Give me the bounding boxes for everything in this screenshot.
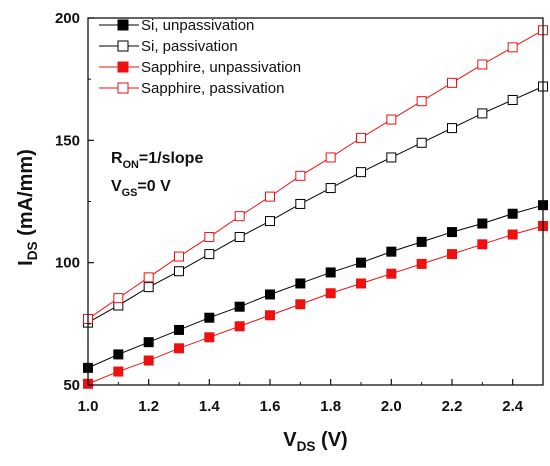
data-point: [174, 251, 184, 262]
data-point: [143, 337, 154, 348]
data-point: [113, 349, 124, 360]
x-tick-label: 2.2: [442, 398, 463, 415]
data-point: [477, 239, 488, 250]
legend-marker: [117, 19, 129, 31]
data-point: [234, 231, 245, 242]
data-point: [234, 301, 245, 312]
data-point: [356, 257, 366, 268]
data-point: [447, 227, 457, 238]
y-tick-label: 150: [55, 132, 80, 149]
series-line: [87, 204, 544, 369]
legend-marker: [117, 61, 129, 73]
data-point: [113, 366, 124, 377]
x-tick-label: 1.8: [320, 398, 341, 415]
data-point: [386, 246, 397, 257]
data-point: [113, 293, 124, 304]
y-tick-label: 100: [55, 255, 80, 272]
legend-label: Si, unpassivation: [141, 17, 254, 34]
data-point: [477, 218, 488, 229]
series-2: [83, 220, 548, 389]
data-point: [356, 167, 366, 178]
data-point: [204, 231, 215, 242]
x-tick-label: 2.0: [381, 398, 402, 415]
data-point: [265, 216, 275, 227]
legend-marker: [117, 40, 129, 52]
annotation-text: VGS=0 V: [111, 178, 171, 199]
data-point: [295, 299, 306, 310]
data-point: [447, 123, 457, 134]
legend: Si, unpassivation Si, passivation Sapphire…: [99, 17, 301, 97]
data-point: [416, 137, 427, 148]
data-point: [325, 183, 336, 194]
series-line: [87, 29, 544, 320]
legend-item: Sapphire, unpassivation: [99, 59, 301, 76]
y-tick-label: 50: [63, 377, 80, 394]
data-point: [325, 267, 336, 278]
data-point: [174, 343, 184, 354]
data-point: [174, 266, 184, 277]
legend-label: Sapphire, passivation: [141, 80, 284, 97]
x-axis-label: VDS (V): [283, 429, 347, 454]
data-point: [295, 278, 306, 289]
data-point: [234, 321, 245, 332]
data-point: [386, 114, 397, 125]
data-point: [143, 272, 154, 283]
x-tick-label: 1.6: [260, 398, 281, 415]
data-point: [356, 278, 366, 289]
x-tick-label: 2.4: [502, 398, 524, 415]
data-point: [447, 77, 457, 88]
data-point: [507, 208, 518, 219]
data-point: [234, 211, 245, 222]
data-point: [204, 249, 215, 260]
data-point: [447, 249, 457, 260]
data-point: [416, 236, 427, 247]
legend-item: Si, unpassivation: [99, 17, 254, 34]
data-point: [265, 289, 275, 300]
data-point: [507, 229, 518, 240]
series-1: [83, 81, 548, 328]
data-point: [204, 312, 215, 323]
data-point: [507, 94, 518, 105]
data-point: [416, 258, 427, 269]
data-point: [265, 191, 275, 202]
data-point: [386, 152, 397, 163]
data-point: [295, 170, 306, 181]
y-axis-label: IDS (mA/mm): [15, 149, 40, 266]
data-point: [386, 268, 397, 279]
legend-label: Si, passivation: [141, 38, 238, 55]
data-point: [325, 152, 336, 163]
annotation-text: RON=1/slope: [111, 150, 203, 171]
data-point: [143, 355, 154, 366]
data-point: [416, 96, 427, 107]
annotations: RON=1/slope VGS=0 V: [111, 150, 203, 199]
legend-label: Sapphire, unpassivation: [141, 59, 301, 76]
series-line: [87, 86, 544, 324]
legend-item: Si, passivation: [99, 38, 238, 55]
data-point: [507, 42, 518, 53]
data-point: [325, 288, 336, 299]
series-line: [87, 225, 544, 385]
data-point: [143, 282, 154, 293]
axes-layer: 1.0 1.2 1.4 1.6 1.8 2.0 2.2 2.4 50 100 150 200: [55, 10, 544, 415]
data-point: [204, 332, 215, 343]
data-point: [356, 132, 366, 143]
data-point: [477, 59, 488, 70]
data-point: [477, 108, 488, 119]
x-tick-label: 1.2: [138, 398, 159, 415]
data-point: [265, 310, 275, 321]
legend-marker: [117, 82, 129, 94]
y-tick-label: 200: [55, 10, 80, 27]
x-tick-label: 1.0: [78, 398, 99, 415]
legend-item: Sapphire, passivation: [99, 80, 284, 97]
data-point: [295, 198, 306, 209]
x-tick-label: 1.4: [199, 398, 221, 415]
data-point: [174, 324, 184, 335]
